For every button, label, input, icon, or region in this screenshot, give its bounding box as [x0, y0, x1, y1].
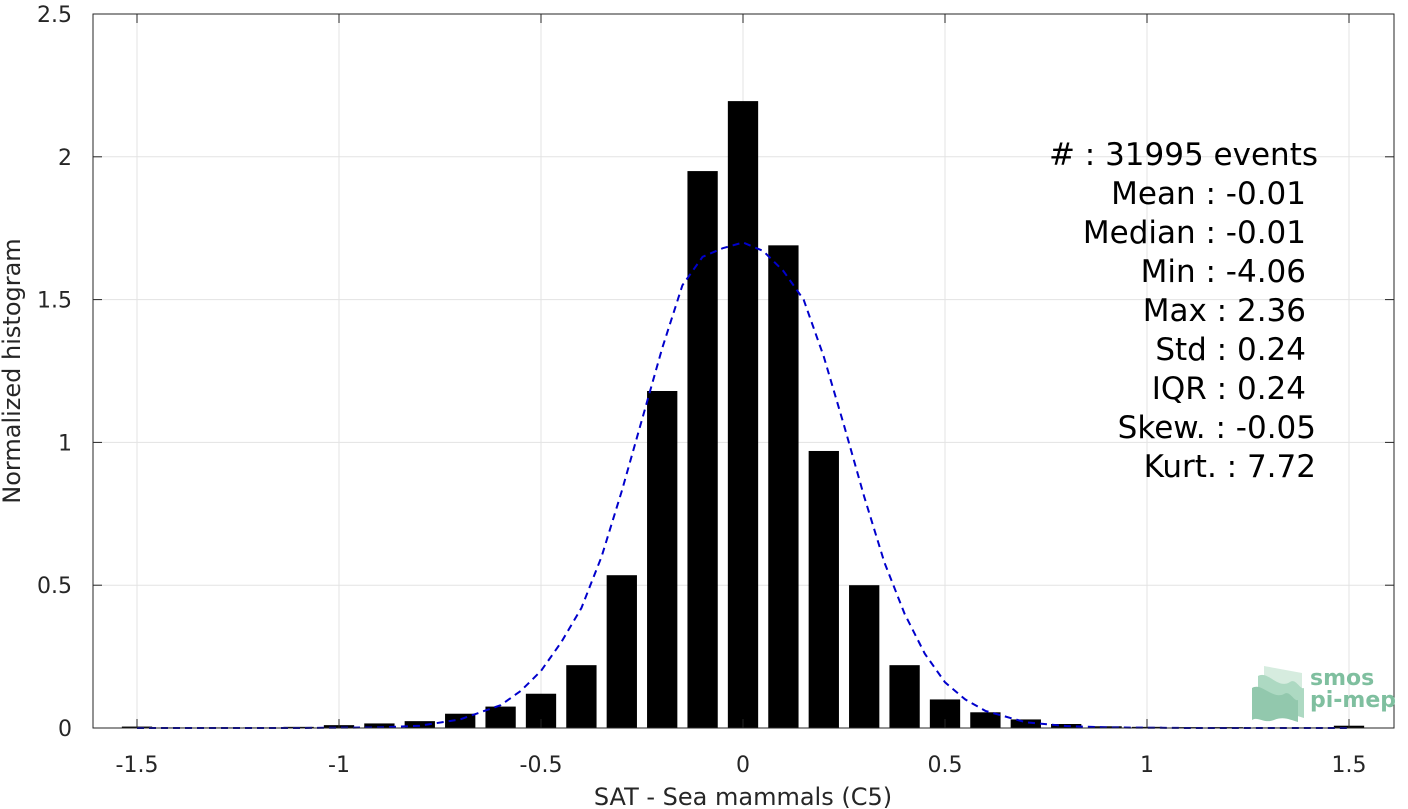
histogram-bar [404, 721, 435, 728]
histogram-bar [889, 665, 920, 728]
histogram-bar [849, 585, 880, 728]
stat-line: Kurt. : 7.72 [1144, 449, 1316, 485]
logo-text-pimep: pi-mep [1310, 688, 1396, 713]
stat-line: Std : 0.24 [1155, 332, 1306, 368]
histogram-bar [808, 450, 839, 728]
histogram-bar [687, 171, 718, 728]
x-axis-ticks: -1.5 -1 -0.5 0 0.5 1 1.5 [116, 14, 1367, 778]
stat-line: # : 31995 events [1049, 137, 1318, 173]
y-tick-label: 0.5 [37, 574, 72, 599]
bars [121, 101, 1365, 729]
x-tick-label: 1.5 [1332, 753, 1367, 778]
y-axis-ticks: 0 0.5 1 1.5 2 2.5 [37, 3, 1394, 742]
stat-line: IQR : 0.24 [1152, 371, 1306, 407]
histogram-bar [970, 712, 1001, 728]
histogram-bar [485, 706, 516, 728]
y-tick-label: 1 [58, 431, 72, 456]
x-axis-label: SAT - Sea mammals (C5) [594, 783, 892, 809]
stat-line: Mean : -0.01 [1111, 176, 1306, 212]
histogram-bar [566, 665, 597, 728]
smos-pimep-logo: smos pi-mep [1252, 666, 1396, 722]
histogram-bar [768, 245, 799, 728]
histogram-bar [364, 723, 395, 728]
histogram-bar [647, 390, 678, 728]
y-tick-label: 2.5 [37, 3, 72, 28]
stat-line: Skew. : -0.05 [1118, 410, 1316, 446]
x-tick-label: 1 [1140, 753, 1154, 778]
x-tick-label: 0.5 [928, 753, 963, 778]
stat-line: Min : -4.06 [1141, 254, 1306, 290]
y-tick-label: 0 [58, 717, 72, 742]
x-tick-label: -0.5 [520, 753, 563, 778]
histogram-bar [1010, 719, 1041, 728]
histogram-bar [727, 101, 759, 728]
stat-line: Max : 2.36 [1143, 293, 1306, 329]
fit-curve [137, 241, 1349, 729]
x-tick-label: -1.5 [116, 753, 159, 778]
x-tick-label: 0 [736, 753, 750, 778]
histogram-bar [445, 713, 476, 728]
histogram-bar [606, 575, 637, 728]
x-tick-label: -1 [328, 753, 350, 778]
y-tick-label: 2 [58, 146, 72, 171]
y-tick-label: 1.5 [37, 289, 72, 314]
logo-wave-icon [1252, 666, 1304, 722]
logo-text-smos: smos [1310, 666, 1374, 691]
y-axis-label: Normalized histogram [0, 238, 26, 503]
stat-line: Median : -0.01 [1083, 215, 1306, 251]
